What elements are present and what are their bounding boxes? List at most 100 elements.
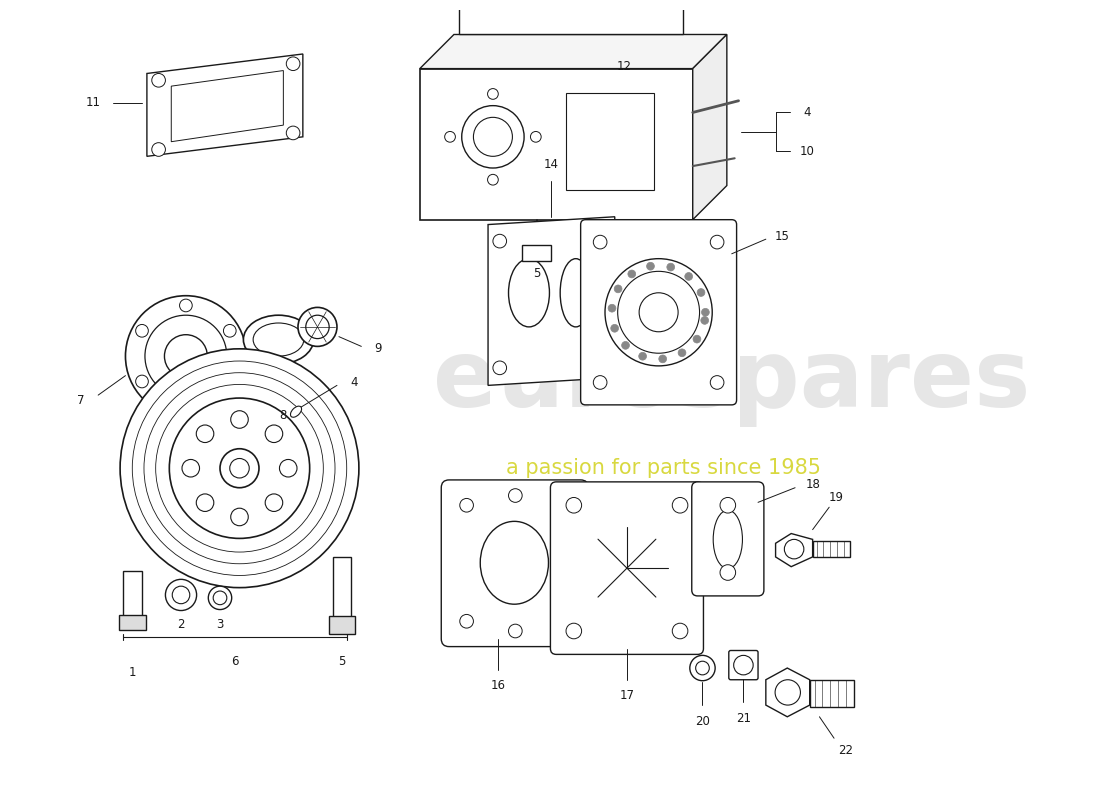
Circle shape xyxy=(286,126,300,140)
Circle shape xyxy=(690,655,715,681)
Text: 20: 20 xyxy=(695,715,710,728)
Polygon shape xyxy=(488,217,615,386)
Text: 16: 16 xyxy=(491,679,505,692)
Text: 3: 3 xyxy=(217,618,223,630)
Circle shape xyxy=(564,65,578,78)
Text: 5: 5 xyxy=(338,654,345,668)
Circle shape xyxy=(647,262,654,270)
Text: 8: 8 xyxy=(279,409,287,422)
Circle shape xyxy=(695,662,710,675)
Text: 15: 15 xyxy=(776,230,790,242)
Circle shape xyxy=(701,317,708,324)
Ellipse shape xyxy=(243,315,314,364)
Circle shape xyxy=(530,131,541,142)
Circle shape xyxy=(618,271,700,354)
Circle shape xyxy=(561,22,581,42)
Polygon shape xyxy=(776,534,813,566)
Circle shape xyxy=(720,498,736,513)
Circle shape xyxy=(165,579,197,610)
Circle shape xyxy=(152,142,165,156)
Circle shape xyxy=(605,258,712,366)
Circle shape xyxy=(734,655,754,675)
Circle shape xyxy=(279,459,297,477)
Circle shape xyxy=(487,89,498,99)
Bar xyxy=(333,557,351,618)
Circle shape xyxy=(575,102,586,114)
Circle shape xyxy=(145,315,227,397)
Circle shape xyxy=(558,17,564,22)
Text: 12: 12 xyxy=(617,60,632,73)
Text: 4: 4 xyxy=(351,376,359,389)
Circle shape xyxy=(659,355,667,362)
Text: 6: 6 xyxy=(231,654,239,668)
Circle shape xyxy=(702,308,710,316)
Circle shape xyxy=(493,234,507,248)
Bar xyxy=(119,615,146,630)
Circle shape xyxy=(286,57,300,70)
Circle shape xyxy=(444,131,455,142)
Circle shape xyxy=(628,131,640,142)
Text: 21: 21 xyxy=(736,712,751,726)
Ellipse shape xyxy=(120,349,359,588)
Circle shape xyxy=(672,498,688,513)
Circle shape xyxy=(711,235,724,249)
Circle shape xyxy=(179,299,192,312)
Polygon shape xyxy=(172,70,284,142)
Polygon shape xyxy=(420,34,727,69)
Text: 2: 2 xyxy=(177,618,185,630)
Circle shape xyxy=(639,293,678,332)
Circle shape xyxy=(558,59,584,84)
Circle shape xyxy=(223,375,236,388)
Circle shape xyxy=(144,373,336,564)
Circle shape xyxy=(493,361,507,374)
Circle shape xyxy=(230,458,250,478)
Circle shape xyxy=(220,449,258,488)
Circle shape xyxy=(208,586,232,610)
Circle shape xyxy=(231,410,249,428)
Circle shape xyxy=(487,174,498,185)
Circle shape xyxy=(508,489,522,502)
Text: a passion for parts since 1985: a passion for parts since 1985 xyxy=(506,458,821,478)
Circle shape xyxy=(169,398,310,538)
Ellipse shape xyxy=(253,323,304,356)
Circle shape xyxy=(628,102,640,114)
Circle shape xyxy=(557,614,570,628)
Circle shape xyxy=(667,263,674,271)
Bar xyxy=(122,570,142,618)
Circle shape xyxy=(678,349,686,357)
Text: eurospares: eurospares xyxy=(433,334,1031,426)
FancyBboxPatch shape xyxy=(550,482,704,654)
Circle shape xyxy=(693,335,701,343)
Circle shape xyxy=(231,508,249,526)
Circle shape xyxy=(557,498,570,512)
Ellipse shape xyxy=(713,510,743,569)
Circle shape xyxy=(575,170,586,182)
Bar xyxy=(329,616,354,634)
Circle shape xyxy=(685,273,693,280)
Circle shape xyxy=(614,285,622,293)
Ellipse shape xyxy=(481,522,549,604)
Circle shape xyxy=(196,425,213,442)
Text: 9: 9 xyxy=(374,342,382,355)
Text: 7: 7 xyxy=(77,394,85,406)
Text: 19: 19 xyxy=(828,491,844,504)
Ellipse shape xyxy=(290,406,301,418)
Circle shape xyxy=(566,623,582,639)
Circle shape xyxy=(179,401,192,413)
Circle shape xyxy=(265,425,283,442)
Circle shape xyxy=(776,680,801,705)
Text: 11: 11 xyxy=(86,96,101,110)
Circle shape xyxy=(593,376,607,390)
Circle shape xyxy=(473,118,513,156)
Circle shape xyxy=(135,375,149,388)
Circle shape xyxy=(610,324,618,332)
Bar xyxy=(420,69,693,220)
Ellipse shape xyxy=(560,258,592,327)
Circle shape xyxy=(298,307,337,346)
Ellipse shape xyxy=(508,258,550,327)
Text: 17: 17 xyxy=(619,689,635,702)
Polygon shape xyxy=(693,34,727,220)
Circle shape xyxy=(173,586,190,604)
FancyBboxPatch shape xyxy=(441,480,588,646)
Circle shape xyxy=(566,498,582,513)
